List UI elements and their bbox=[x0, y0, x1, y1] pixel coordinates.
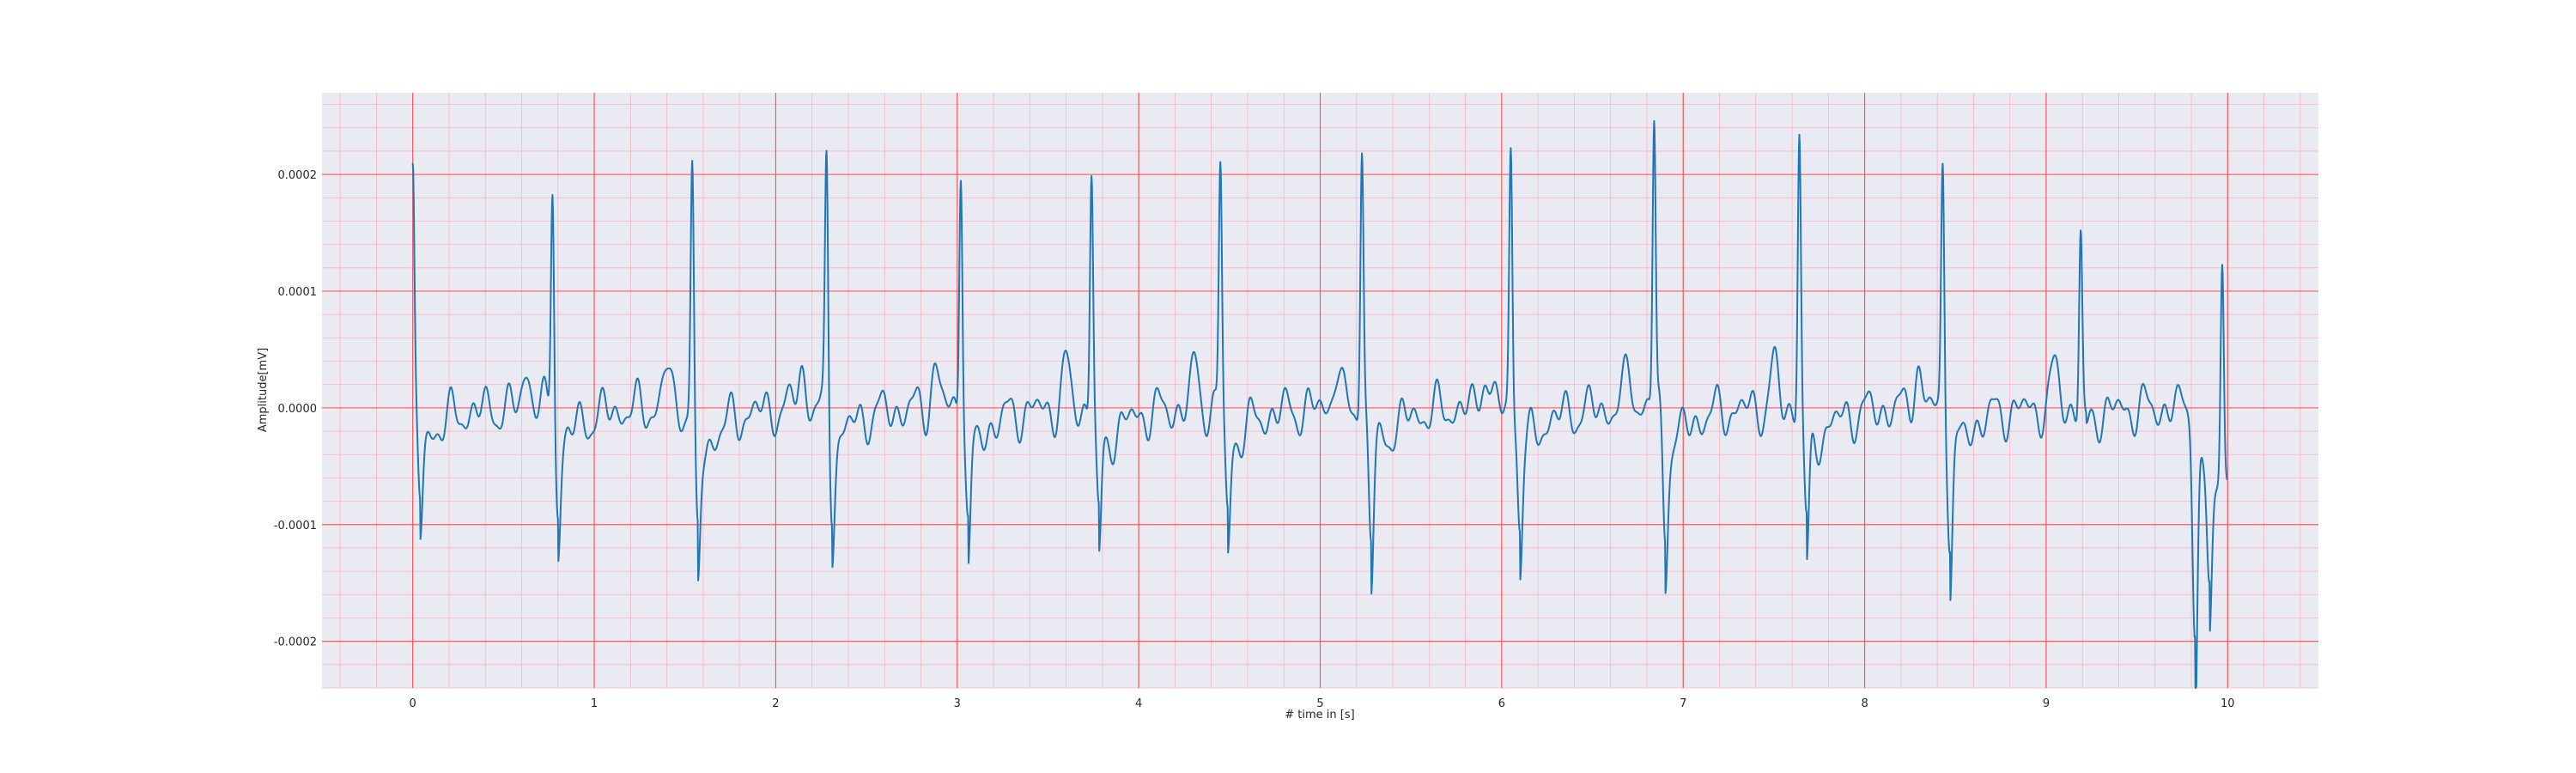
y-tick-label: -0.0002 bbox=[274, 636, 317, 649]
y-axis-label: Amplitude[mV] bbox=[257, 348, 270, 432]
y-tick-label: -0.0001 bbox=[274, 520, 317, 533]
x-tick-label: 4 bbox=[1135, 697, 1142, 710]
x-tick-label: 9 bbox=[2043, 697, 2050, 710]
x-tick-label: 0 bbox=[410, 697, 416, 710]
x-tick-label: 10 bbox=[2221, 697, 2235, 710]
x-tick-label: 8 bbox=[1861, 697, 1868, 710]
x-axis-label: # time in [s] bbox=[1285, 709, 1354, 721]
x-tick-label: 6 bbox=[1498, 697, 1505, 710]
y-tick-label: 0.0002 bbox=[278, 169, 318, 182]
y-tick-label: 0.0001 bbox=[278, 286, 318, 299]
x-tick-label: 7 bbox=[1680, 697, 1686, 710]
x-tick-label: 2 bbox=[772, 697, 779, 710]
x-tick-label: 3 bbox=[954, 697, 961, 710]
y-tick-label: 0.0000 bbox=[278, 403, 318, 416]
x-tick-label: 1 bbox=[591, 697, 598, 710]
